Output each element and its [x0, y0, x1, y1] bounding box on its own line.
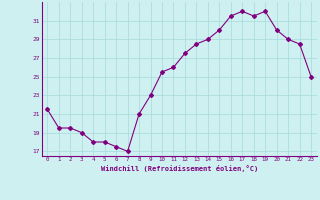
X-axis label: Windchill (Refroidissement éolien,°C): Windchill (Refroidissement éolien,°C) — [100, 165, 258, 172]
